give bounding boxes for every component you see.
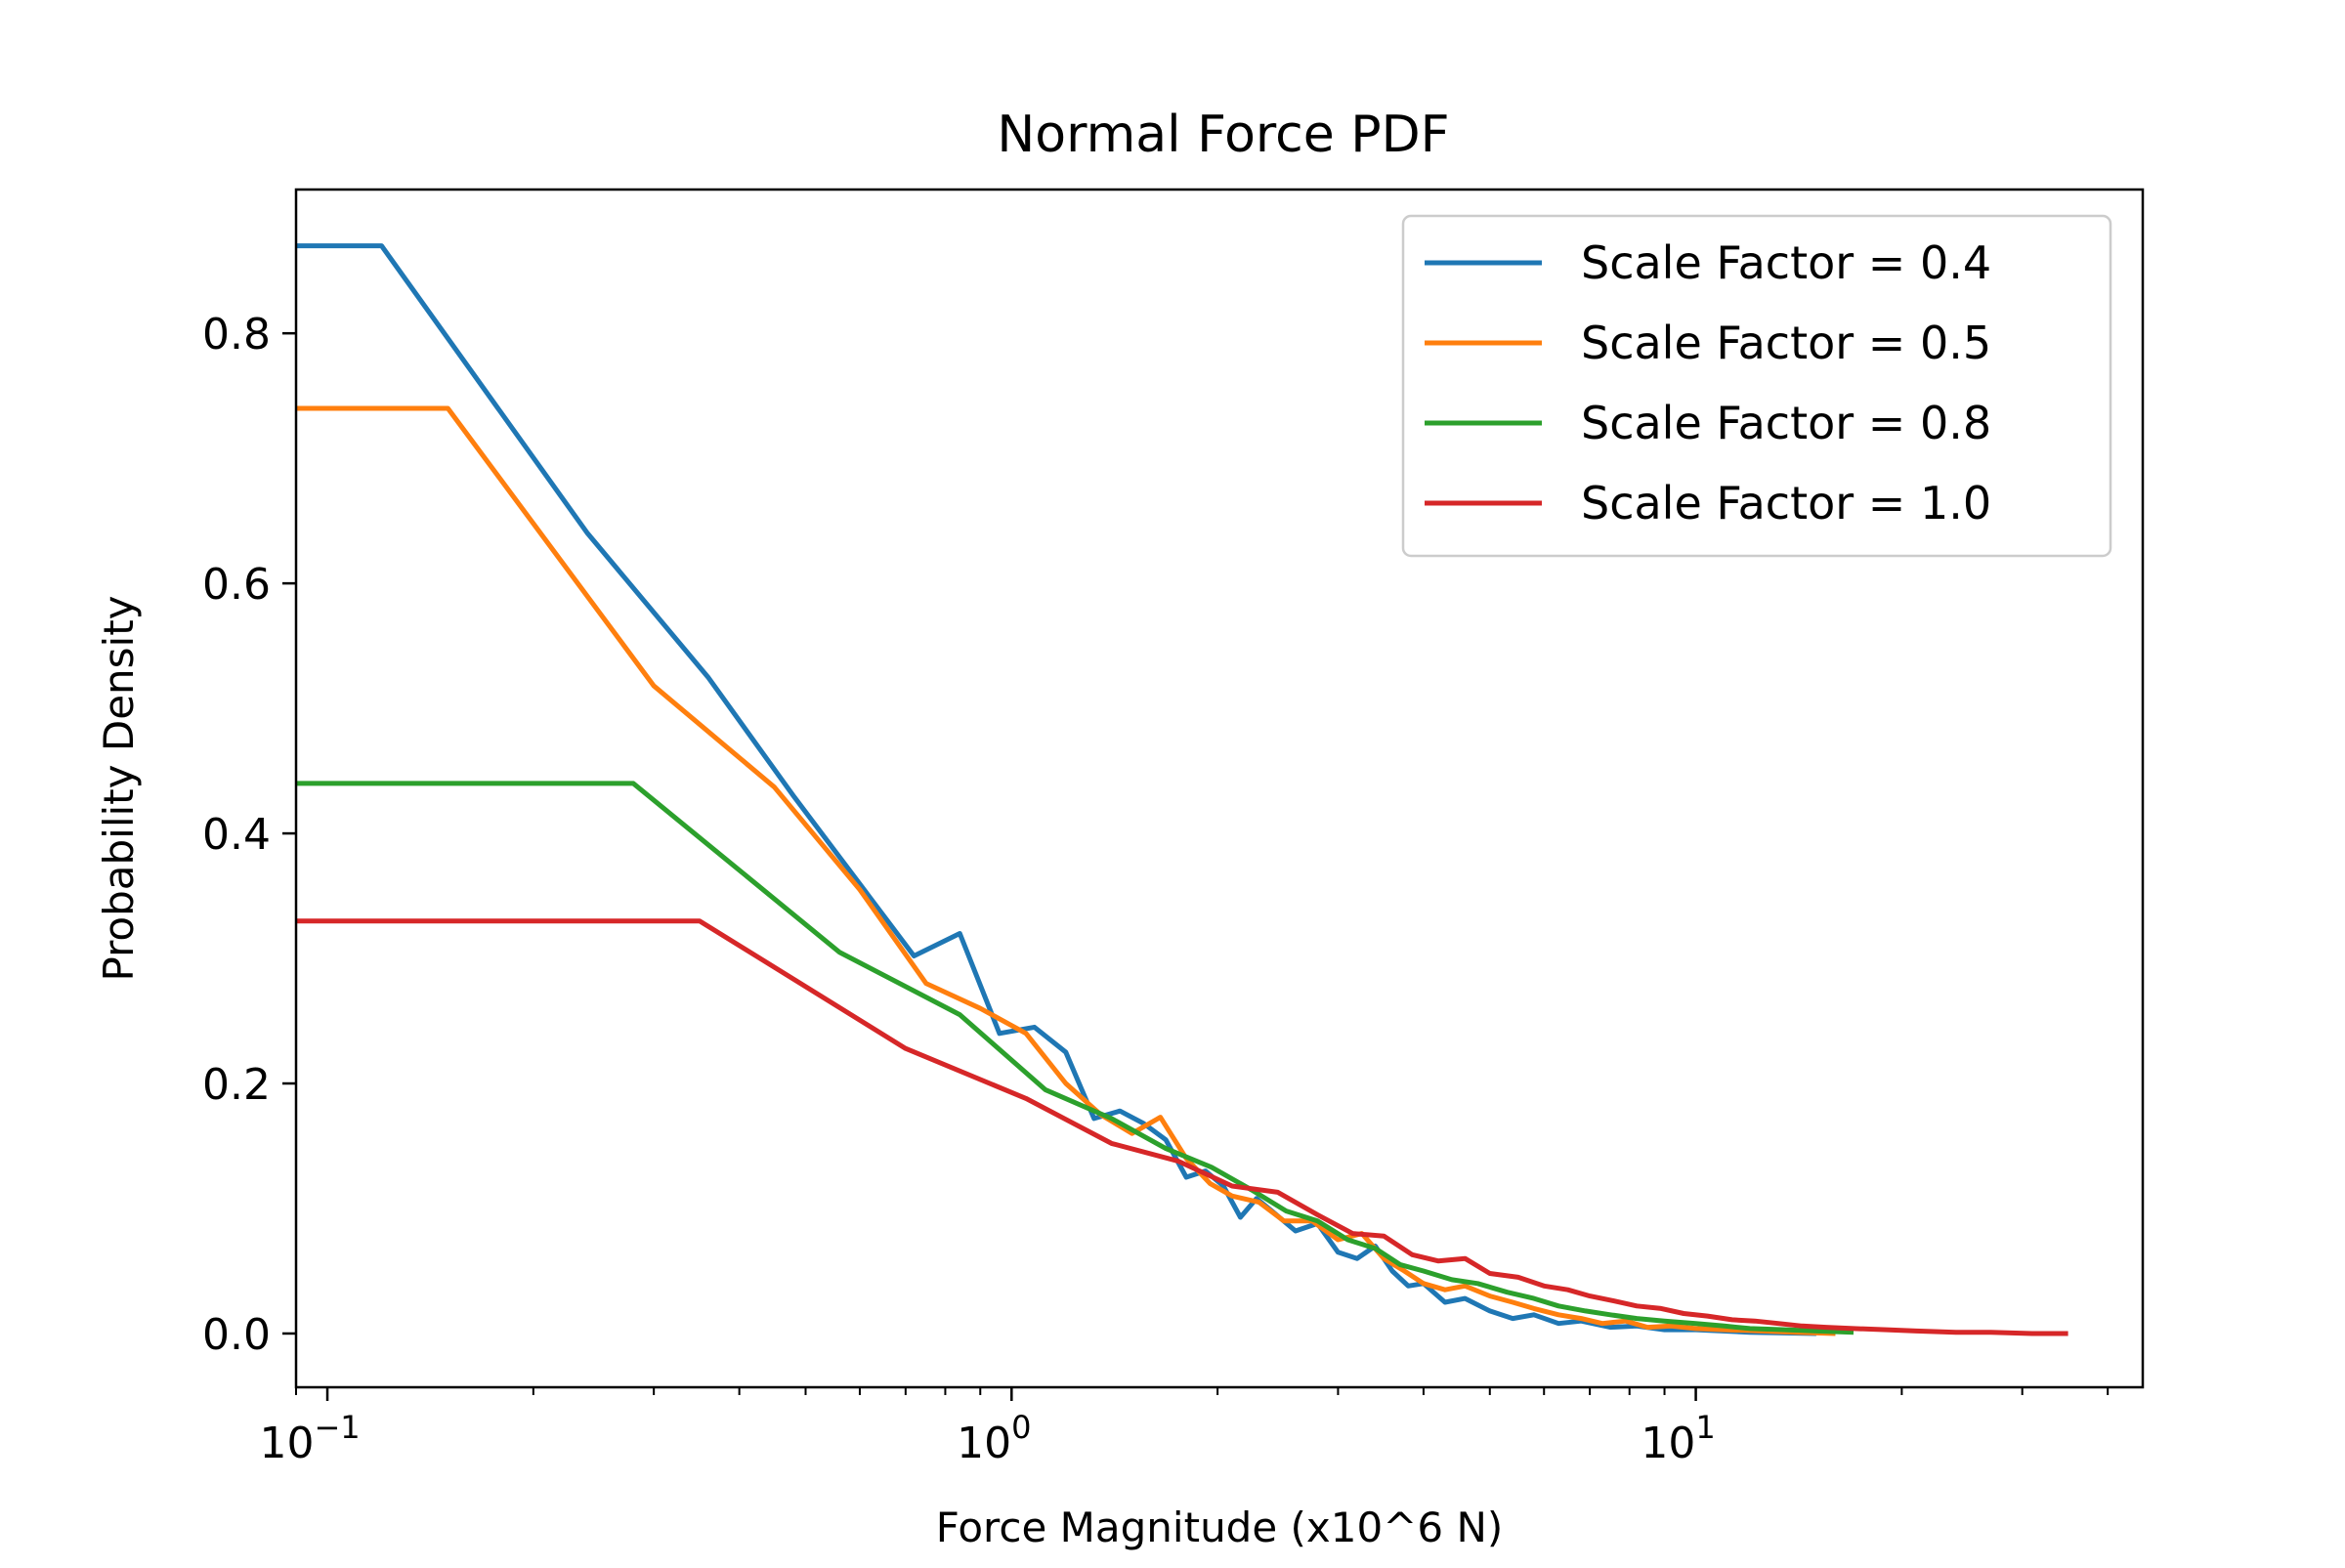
y-tick-label: 0.0 [202,1310,271,1360]
legend-label-4: Scale Factor = 1.0 [1581,477,1991,530]
legend-label-2: Scale Factor = 0.5 [1581,317,1991,369]
y-tick-label: 0.8 [202,310,271,360]
series-line-4 [296,918,2068,1336]
series-line-3 [296,781,1855,1335]
x-axis-label: Force Magnitude (x10^6 N) [936,1504,1504,1551]
y-tick-label: 0.6 [202,560,271,610]
legend-label-3: Scale Factor = 0.8 [1581,397,1991,449]
legend-box [1401,214,2112,558]
plot-frame [294,188,2145,1389]
x-tick-label: 101 [1641,1409,1715,1468]
y-axis: 0.0 0.2 0.4 0.6 0.8 [202,310,296,1360]
y-axis-label: Probability Density [95,595,143,981]
x-tick-label: 10−1 [259,1409,360,1468]
y-tick-label: 0.4 [202,810,271,860]
y-tick-label: 0.2 [202,1060,271,1110]
legend-label-1: Scale Factor = 0.4 [1581,236,1991,289]
series-line-1 [296,243,1816,1336]
x-axis: 10−1 100 101 [259,1387,2110,1468]
legend: Scale Factor = 0.4 Scale Factor = 0.5 Scal… [1401,214,2112,558]
chart-title: Normal Force PDF [997,106,1449,164]
x-tick-label: 100 [957,1409,1031,1468]
plot-lines [296,243,2068,1336]
